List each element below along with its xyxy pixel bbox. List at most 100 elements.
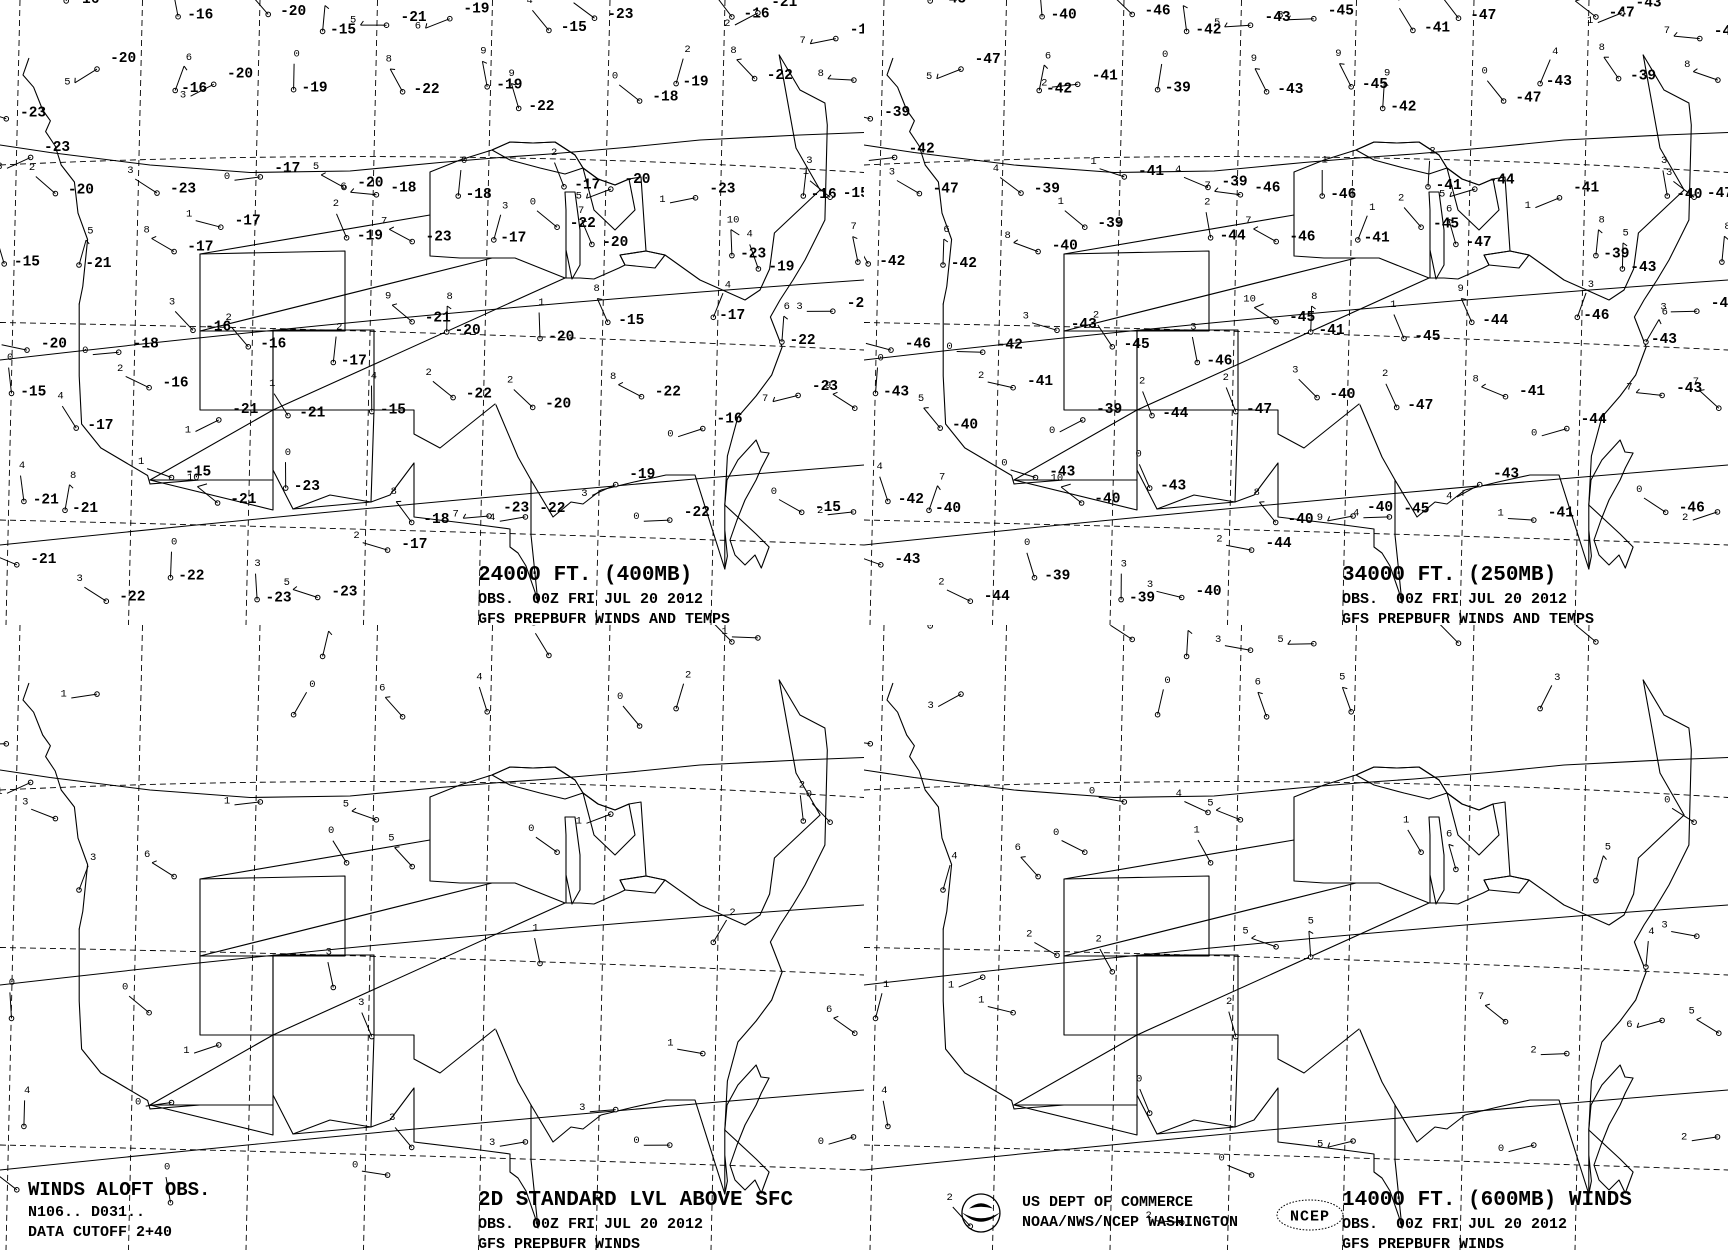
svg-text:8: 8 bbox=[1473, 374, 1479, 386]
svg-text:9: 9 bbox=[1317, 512, 1323, 524]
svg-text:3: 3 bbox=[22, 796, 28, 808]
svg-text:-21: -21 bbox=[299, 406, 325, 422]
svg-text:1: 1 bbox=[1090, 156, 1096, 168]
svg-text:3: 3 bbox=[76, 573, 82, 585]
svg-text:NCEP: NCEP bbox=[1290, 1209, 1330, 1226]
svg-text:-19: -19 bbox=[357, 228, 383, 244]
svg-text:3: 3 bbox=[1121, 558, 1127, 570]
svg-text:6: 6 bbox=[1255, 677, 1261, 689]
svg-text:1: 1 bbox=[803, 166, 809, 178]
svg-text:3: 3 bbox=[489, 1137, 495, 1149]
svg-text:1: 1 bbox=[1369, 202, 1375, 214]
svg-text:-22: -22 bbox=[466, 386, 492, 402]
svg-text:2: 2 bbox=[684, 44, 690, 56]
svg-text:8: 8 bbox=[730, 45, 736, 57]
svg-text:-41: -41 bbox=[1548, 506, 1574, 522]
svg-text:6: 6 bbox=[826, 1004, 832, 1016]
svg-text:5: 5 bbox=[1242, 926, 1248, 938]
svg-text:-44: -44 bbox=[1489, 172, 1515, 188]
svg-text:-22: -22 bbox=[655, 385, 681, 401]
svg-text:4: 4 bbox=[881, 1085, 887, 1097]
svg-text:2: 2 bbox=[507, 375, 513, 387]
svg-text:0: 0 bbox=[528, 823, 534, 835]
svg-text:-17: -17 bbox=[500, 231, 526, 247]
svg-text:-39: -39 bbox=[1222, 175, 1248, 191]
svg-text:0: 0 bbox=[1531, 428, 1537, 440]
svg-text:-22: -22 bbox=[119, 589, 145, 605]
svg-text:1: 1 bbox=[1058, 196, 1064, 208]
svg-text:-41: -41 bbox=[1092, 69, 1118, 85]
svg-text:-20: -20 bbox=[357, 175, 383, 191]
svg-text:1: 1 bbox=[1525, 200, 1531, 212]
svg-text:0: 0 bbox=[612, 71, 618, 83]
svg-text:-22: -22 bbox=[539, 501, 565, 517]
svg-text:3: 3 bbox=[1661, 920, 1667, 932]
svg-text:-16: -16 bbox=[73, 0, 99, 8]
svg-text:-15: -15 bbox=[843, 186, 864, 202]
svg-text:9: 9 bbox=[480, 46, 486, 58]
svg-text:1: 1 bbox=[978, 994, 984, 1006]
svg-text:-46: -46 bbox=[1583, 308, 1609, 324]
svg-text:-47: -47 bbox=[1470, 8, 1496, 24]
svg-text:4: 4 bbox=[476, 671, 482, 683]
svg-text:0: 0 bbox=[164, 1162, 170, 1174]
svg-text:2: 2 bbox=[724, 18, 730, 30]
svg-text:-41: -41 bbox=[1319, 323, 1345, 339]
svg-text:7: 7 bbox=[939, 472, 945, 484]
svg-text:5: 5 bbox=[576, 191, 582, 203]
svg-text:2: 2 bbox=[978, 370, 984, 382]
svg-text:6: 6 bbox=[1015, 842, 1021, 854]
svg-text:7: 7 bbox=[578, 205, 584, 217]
svg-text:4: 4 bbox=[1175, 164, 1181, 176]
svg-text:4: 4 bbox=[1552, 46, 1558, 58]
svg-text:-45: -45 bbox=[1403, 502, 1429, 518]
svg-text:-42: -42 bbox=[1390, 99, 1416, 115]
svg-text:0: 0 bbox=[1049, 425, 1055, 437]
svg-text:4: 4 bbox=[725, 279, 731, 291]
svg-text:5: 5 bbox=[1689, 1006, 1695, 1018]
svg-text:2: 2 bbox=[336, 322, 342, 334]
svg-text:-16: -16 bbox=[260, 336, 286, 352]
svg-text:8: 8 bbox=[1311, 291, 1317, 303]
svg-text:5: 5 bbox=[1339, 672, 1345, 684]
svg-text:-45: -45 bbox=[1433, 217, 1459, 233]
svg-text:2: 2 bbox=[1093, 310, 1099, 322]
svg-text:0: 0 bbox=[1162, 49, 1168, 61]
svg-text:3: 3 bbox=[90, 852, 96, 864]
svg-text:1: 1 bbox=[138, 456, 144, 468]
svg-text:0: 0 bbox=[309, 679, 315, 691]
svg-text:2: 2 bbox=[1204, 197, 1210, 209]
svg-text:7: 7 bbox=[762, 393, 768, 405]
svg-text:-46: -46 bbox=[905, 337, 931, 353]
svg-text:-47: -47 bbox=[1707, 186, 1728, 202]
svg-text:-40: -40 bbox=[952, 418, 978, 434]
svg-text:6: 6 bbox=[1626, 1019, 1632, 1031]
svg-text:-23: -23 bbox=[503, 501, 529, 517]
svg-text:3: 3 bbox=[1660, 302, 1666, 314]
svg-text:9: 9 bbox=[509, 68, 515, 80]
svg-text:-39: -39 bbox=[1165, 81, 1191, 97]
svg-text:8: 8 bbox=[1599, 215, 1605, 227]
svg-text:-40: -40 bbox=[935, 501, 961, 517]
svg-text:-17: -17 bbox=[187, 240, 213, 256]
svg-text:1: 1 bbox=[538, 297, 544, 309]
svg-text:-21: -21 bbox=[232, 402, 258, 418]
svg-text:2: 2 bbox=[685, 670, 691, 682]
svg-text:2: 2 bbox=[551, 147, 557, 159]
svg-text:2: 2 bbox=[117, 363, 123, 375]
svg-text:-39: -39 bbox=[1603, 247, 1629, 263]
svg-text:-23: -23 bbox=[266, 591, 292, 607]
svg-text:4: 4 bbox=[24, 1085, 30, 1097]
svg-text:-39: -39 bbox=[1096, 402, 1122, 418]
svg-text:-45: -45 bbox=[1414, 329, 1440, 345]
svg-text:0: 0 bbox=[1136, 449, 1142, 461]
svg-text:0: 0 bbox=[1053, 827, 1059, 839]
svg-text:8: 8 bbox=[391, 486, 397, 498]
svg-text:-45: -45 bbox=[1714, 24, 1728, 40]
svg-text:1: 1 bbox=[0, 786, 3, 798]
svg-text:-20: -20 bbox=[548, 330, 574, 346]
svg-text:-46: -46 bbox=[1145, 4, 1171, 20]
svg-text:3: 3 bbox=[254, 558, 260, 570]
svg-text:0: 0 bbox=[818, 1136, 824, 1148]
svg-text:10: 10 bbox=[187, 472, 200, 484]
